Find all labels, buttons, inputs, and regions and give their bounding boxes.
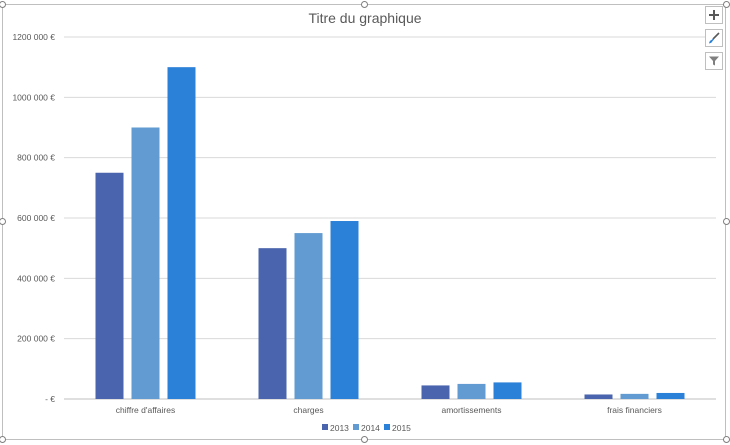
bar-2015-3[interactable]: [493, 382, 522, 399]
gridlines: [64, 36, 716, 400]
bar-2014-3[interactable]: [457, 383, 486, 399]
resize-handle-bottom-left[interactable]: [0, 436, 6, 443]
bar-2013-2[interactable]: [258, 248, 287, 399]
bar-2015-1[interactable]: [167, 67, 196, 400]
chart-styles-button[interactable]: [705, 29, 723, 47]
y-tick-label: - €: [45, 394, 55, 404]
x-tick-label: chiffre d'affaires: [116, 405, 175, 415]
x-tick-label: amortissements: [442, 405, 502, 415]
chart-elements-button[interactable]: [705, 6, 723, 24]
y-tick-label: 400 000 €: [17, 273, 55, 283]
chart-filters-button[interactable]: [705, 52, 723, 70]
bar-2014-4[interactable]: [620, 393, 649, 399]
x-tick-label: charges: [293, 405, 323, 415]
y-tick-label: 200 000 €: [17, 334, 55, 344]
legend-swatch-2014: [353, 424, 359, 430]
bar-2013-3[interactable]: [421, 385, 450, 399]
resize-handle-middle-left[interactable]: [0, 218, 6, 225]
legend-label-2013: 2013: [330, 423, 349, 433]
chart-title[interactable]: Titre du graphique: [308, 10, 421, 26]
resize-handle-top-center[interactable]: [361, 1, 368, 8]
bar-2014-2[interactable]: [294, 233, 323, 399]
bars: [95, 67, 685, 400]
filter-icon: [709, 56, 719, 66]
bar-2013-1[interactable]: [95, 172, 124, 399]
plus-icon: [709, 10, 719, 20]
y-axis-tick-labels: - € 200 000 € 400 000 € 600 000 € 800 000 € 1…: [12, 32, 55, 404]
legend-swatch-2013: [322, 424, 328, 430]
legend[interactable]: 2013 2014 2015: [322, 423, 411, 433]
y-tick-label: 600 000 €: [17, 213, 55, 223]
resize-handle-bottom-center[interactable]: [361, 436, 368, 443]
brush-icon: [709, 32, 720, 44]
x-tick-label: frais financiers: [607, 405, 662, 415]
bar-2013-4[interactable]: [584, 394, 613, 399]
bar-2015-4[interactable]: [656, 392, 685, 399]
legend-label-2015: 2015: [392, 423, 411, 433]
y-tick-label: 800 000 €: [17, 153, 55, 163]
x-axis-tick-labels: chiffre d'affaires charges amortissements f…: [116, 405, 662, 415]
y-tick-label: 1000 000 €: [12, 92, 55, 102]
resize-handle-top-left[interactable]: [0, 1, 6, 8]
bar-2015-2[interactable]: [330, 221, 359, 399]
bar-2014-1[interactable]: [131, 127, 160, 400]
y-tick-label: 1200 000 €: [12, 32, 55, 42]
legend-swatch-2015: [384, 424, 390, 430]
legend-label-2014: 2014: [361, 423, 380, 433]
